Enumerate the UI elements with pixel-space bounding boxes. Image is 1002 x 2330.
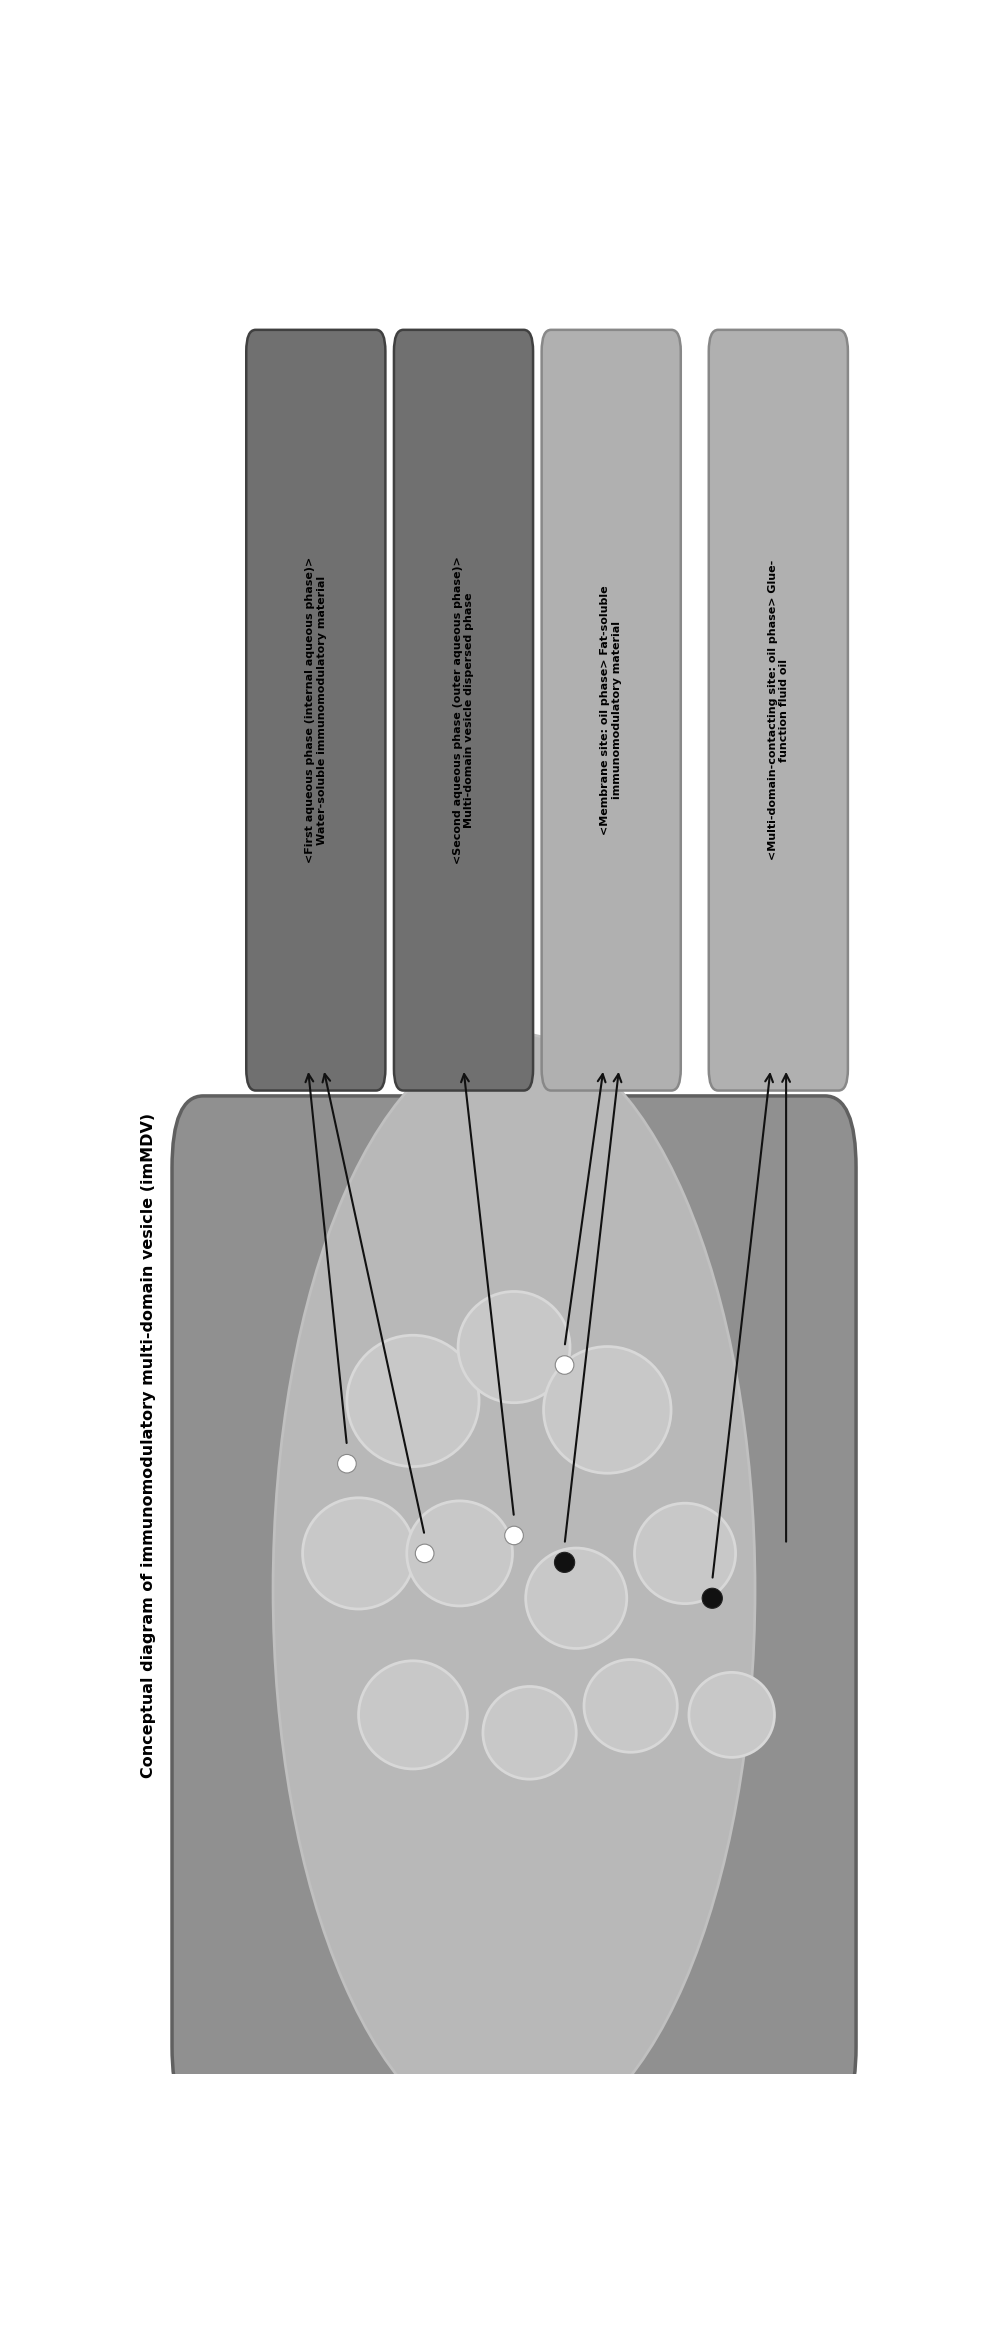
Text: <First aqueous phase (internal aqueous phase)>
Water-soluble immunomodulatory ma: <First aqueous phase (internal aqueous p… xyxy=(305,557,327,864)
Ellipse shape xyxy=(504,1526,523,1545)
Ellipse shape xyxy=(359,1661,467,1768)
FancyBboxPatch shape xyxy=(541,331,680,1090)
FancyBboxPatch shape xyxy=(708,331,847,1090)
FancyBboxPatch shape xyxy=(394,331,532,1090)
Ellipse shape xyxy=(555,1356,573,1375)
Ellipse shape xyxy=(583,1659,676,1752)
FancyBboxPatch shape xyxy=(172,1095,856,2118)
Ellipse shape xyxy=(338,1454,356,1473)
Ellipse shape xyxy=(458,1291,569,1403)
Ellipse shape xyxy=(483,1687,575,1780)
Ellipse shape xyxy=(688,1673,774,1757)
Text: FIG. 1: FIG. 1 xyxy=(467,329,560,356)
Ellipse shape xyxy=(554,1552,574,1573)
Ellipse shape xyxy=(634,1503,734,1603)
FancyBboxPatch shape xyxy=(246,331,385,1090)
Text: <Multi-domain-contacting site: oil phase> Glue-
function fluid oil: <Multi-domain-contacting site: oil phase… xyxy=(767,559,789,860)
Ellipse shape xyxy=(303,1498,414,1610)
Text: <Second aqueous phase (outer aqueous phase)>
Multi-domain vesicle dispersed phas: <Second aqueous phase (outer aqueous pha… xyxy=(452,557,474,864)
Ellipse shape xyxy=(273,1032,755,2146)
Ellipse shape xyxy=(407,1501,512,1605)
Ellipse shape xyxy=(415,1545,434,1563)
Ellipse shape xyxy=(543,1347,670,1473)
Ellipse shape xyxy=(525,1547,626,1647)
Ellipse shape xyxy=(347,1335,479,1466)
Text: <Membrane site: oil phase> Fat-soluble
immunomodulatory material: <Membrane site: oil phase> Fat-soluble i… xyxy=(600,585,621,834)
Text: Conceptual diagram of immunomodulatory multi-domain vesicle (imMDV): Conceptual diagram of immunomodulatory m… xyxy=(141,1114,156,1778)
Ellipse shape xyxy=(701,1589,721,1608)
